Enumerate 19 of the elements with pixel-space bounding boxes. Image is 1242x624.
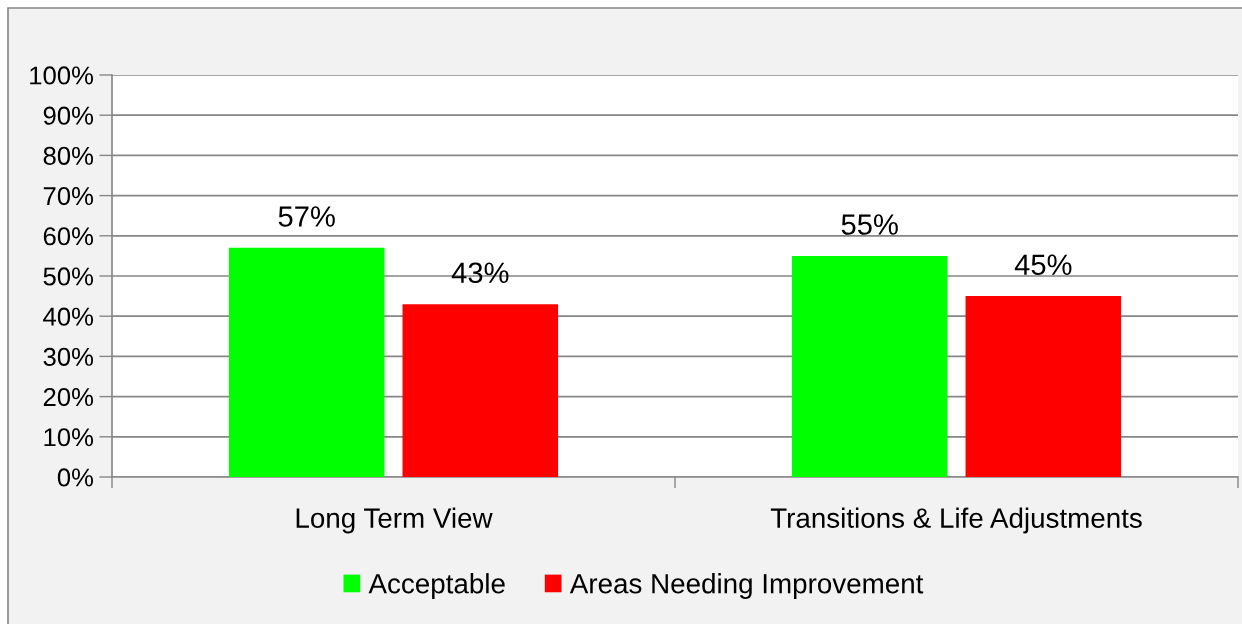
y-tick-label: 10%	[44, 428, 94, 447]
data-label: 45%	[1014, 254, 1072, 276]
legend-label: Acceptable	[368, 573, 505, 599]
y-tick-label: 30%	[43, 347, 94, 366]
y-tick-label: 20%	[43, 387, 94, 407]
y-tick-label: 90%	[43, 106, 94, 125]
y-tick-label: 40%	[43, 307, 94, 326]
y-tick-label: 70%	[43, 186, 94, 206]
x-tick-label: Transitions & Life Adjustments	[770, 507, 1142, 534]
y-tick-label: 100%	[30, 66, 94, 85]
y-tick-label: 50%	[43, 267, 94, 286]
data-label: 57%	[278, 206, 335, 227]
legend-label: Areas Needing Improvement	[569, 573, 924, 599]
y-tick-label: 80%	[43, 146, 94, 165]
y-tick-label: 60%	[43, 227, 94, 246]
data-label: 43%	[451, 262, 509, 284]
x-tick-label: Long Term View	[296, 507, 493, 534]
y-tick-label: 0%	[57, 468, 94, 487]
data-label: 55%	[841, 214, 898, 235]
